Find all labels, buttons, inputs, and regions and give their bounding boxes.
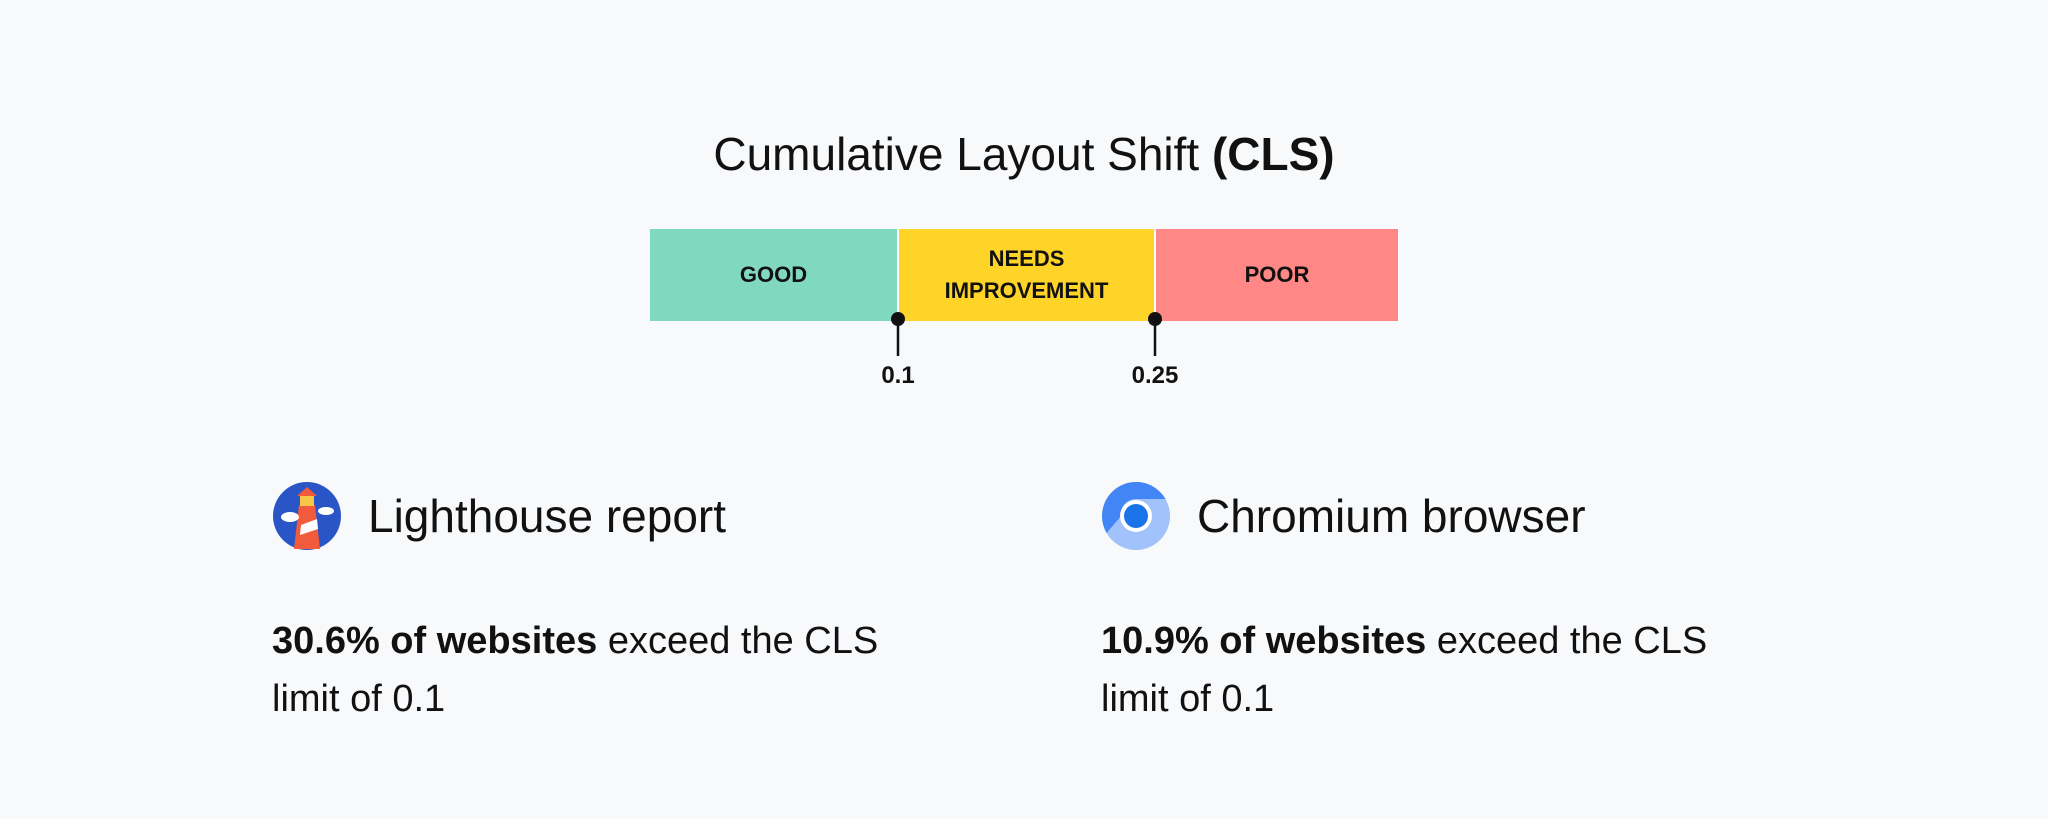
segment-label: NEEDS IMPROVEMENT <box>944 246 1109 303</box>
segment-good: GOOD <box>650 229 897 321</box>
source-chromium: Chromium browser 10.9% of websites excee… <box>1101 478 1821 728</box>
segment-label: GOOD <box>739 262 808 287</box>
source-name: Lighthouse report <box>368 490 727 542</box>
source-name: Chromium browser <box>1197 490 1586 542</box>
source-desc: exceed the CLS limit of 0.1 <box>272 620 879 720</box>
source-stat: 30.6% of websites <box>272 620 598 662</box>
source-text: 10.9% of websites exceed the CLS limit o… <box>1101 612 1751 728</box>
source-text: 30.6% of websites exceed the CLS limit o… <box>272 612 922 728</box>
source-lighthouse: Lighthouse report 30.6% of websites exce… <box>272 478 992 728</box>
lighthouse-icon <box>273 482 341 550</box>
threshold-markers <box>891 312 1162 356</box>
threshold-label: 0.25 <box>1131 362 1179 389</box>
chromium-icon <box>1102 482 1170 550</box>
segment-poor: POOR <box>1156 229 1398 321</box>
segment-needs-improvement: NEEDS IMPROVEMENT <box>899 229 1154 321</box>
title-emphasis: (CLS) <box>1211 128 1335 180</box>
title-text: Cumulative Layout Shift <box>713 128 1200 180</box>
source-heading: Lighthouse report <box>272 478 992 554</box>
source-stat: 10.9% of websites <box>1101 620 1427 662</box>
source-desc: exceed the CLS limit of 0.1 <box>1101 620 1708 720</box>
segment-label: POOR <box>1244 262 1310 287</box>
threshold-label: 0.1 <box>881 362 915 389</box>
title: Cumulative Layout Shift (CLS) <box>0 124 2048 184</box>
source-heading: Chromium browser <box>1101 478 1821 554</box>
